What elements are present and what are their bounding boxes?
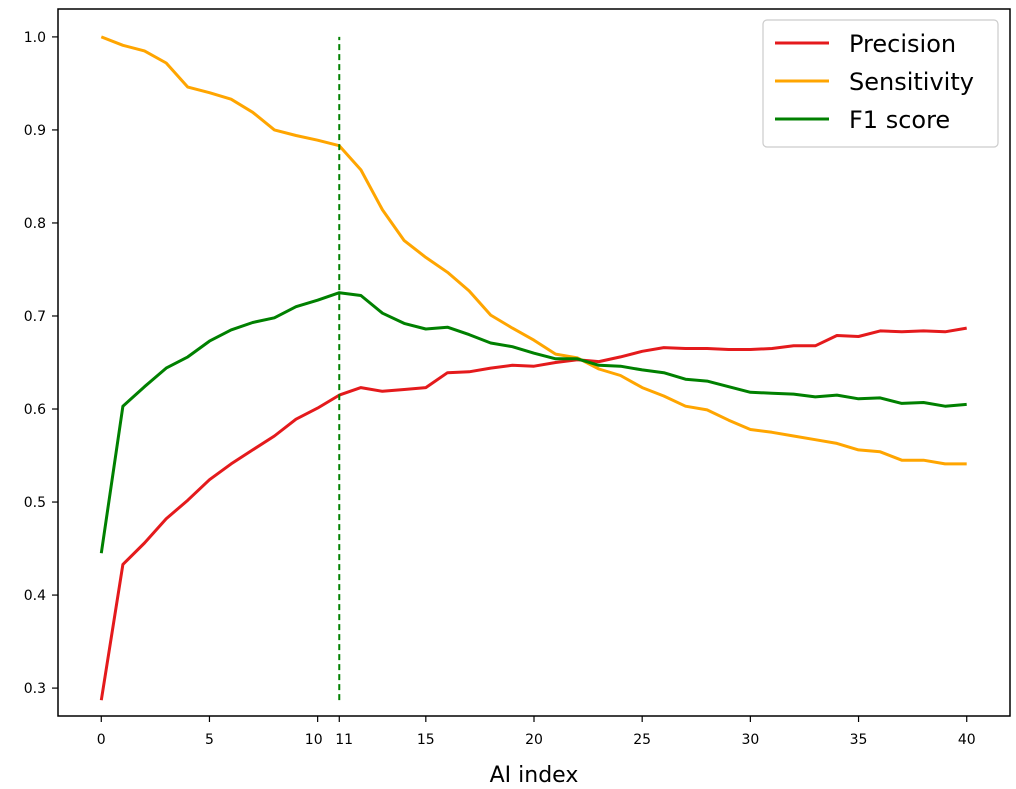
y-tick-label: 0.9 (24, 123, 46, 139)
x-tick-label: 35 (850, 732, 868, 748)
legend-frame (762, 19, 999, 148)
x-tick-label: 40 (958, 732, 976, 748)
y-tick-label: 0.6 (24, 402, 46, 418)
x-tick-label: 25 (633, 732, 651, 748)
series-lines-layer (99, 35, 967, 701)
series-line-1 (100, 35, 967, 466)
x-tick-label: 15 (417, 732, 435, 748)
x-tick-label: 20 (525, 732, 543, 748)
legend-label-2: F1 score (849, 106, 950, 134)
x-tick-label: 10 (305, 732, 323, 748)
x-tick-label: 5 (205, 732, 214, 748)
y-tick-label: 0.7 (24, 309, 46, 325)
legend-label-1: Sensitivity (849, 68, 974, 96)
y-tick-label: 0.4 (24, 588, 46, 604)
y-tick-label: 1.0 (24, 30, 46, 46)
x-tick-label: 0 (97, 732, 106, 748)
y-tick-label: 0.3 (24, 681, 46, 697)
series-line-0 (99, 326, 967, 701)
x-tick-label: 30 (741, 732, 759, 748)
x-tick-label: 11 (335, 732, 353, 748)
series-line-2 (99, 291, 967, 554)
legend: Precision Sensitivity F1 score (762, 19, 999, 148)
legend-label-0: Precision (849, 30, 956, 58)
y-tick-label: 0.5 (24, 495, 46, 511)
x-axis-label: AI index (490, 763, 579, 788)
y-axis-ticks: 0.3 0.4 0.5 0.6 0.7 0.8 0.9 1.0 (24, 30, 58, 697)
y-tick-label: 0.8 (24, 216, 46, 232)
x-axis-ticks: 0 5 10 11 15 20 25 30 35 40 (97, 716, 976, 748)
